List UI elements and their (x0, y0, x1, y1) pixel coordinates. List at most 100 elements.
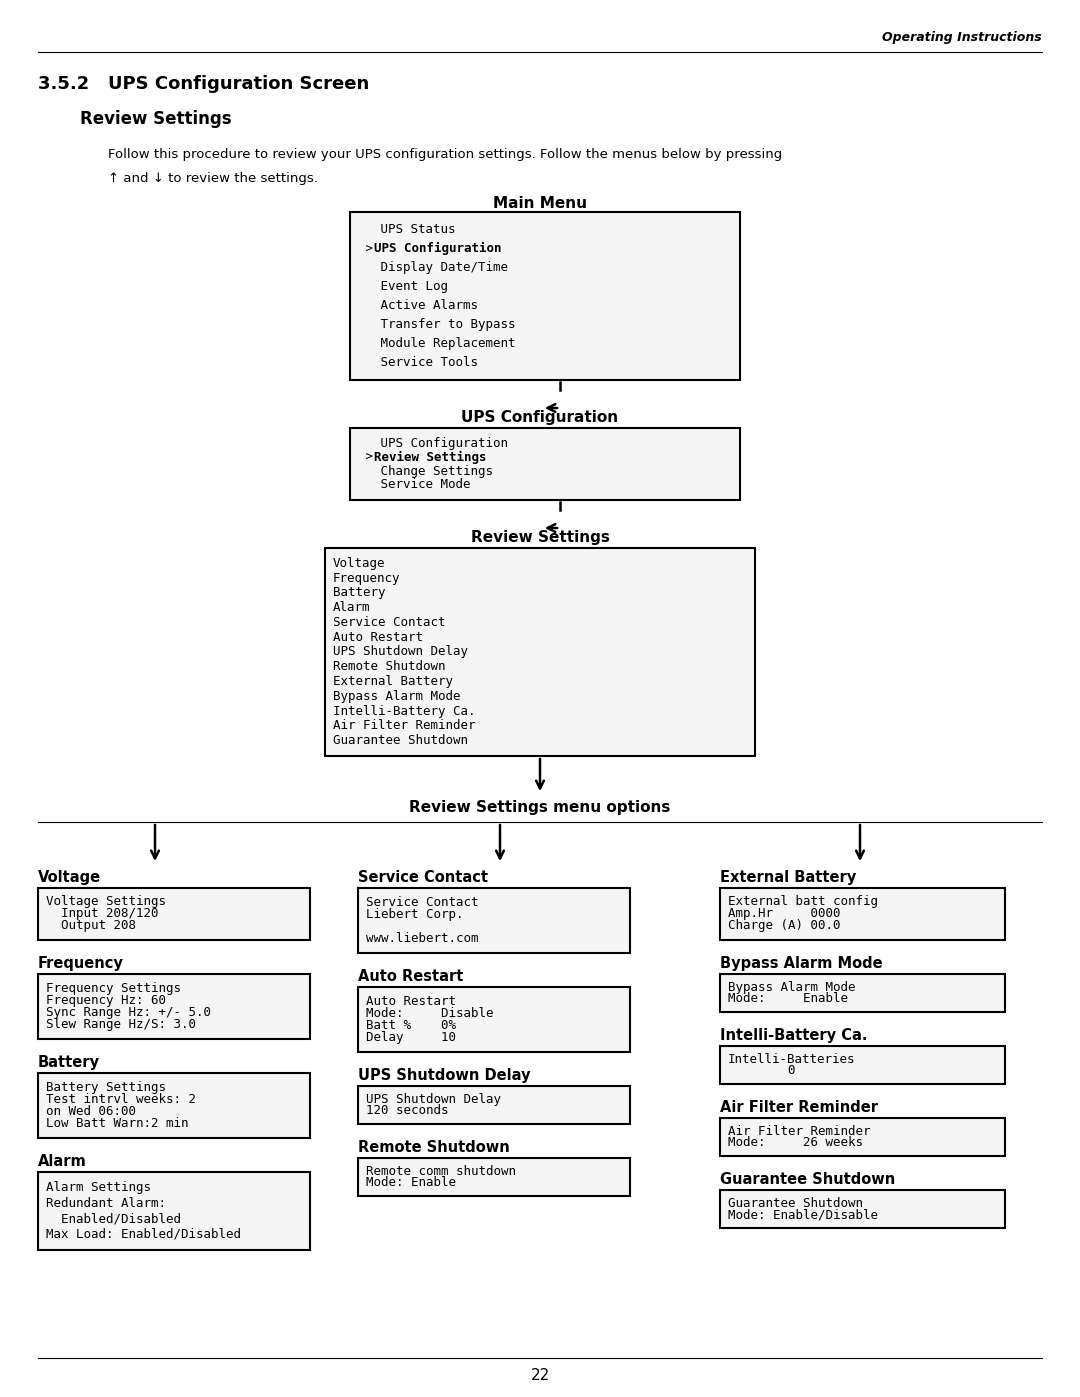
Text: Input 208/120: Input 208/120 (46, 908, 159, 921)
Bar (720, 1046, 1005, 1084)
Bar (720, 888, 1005, 940)
Text: UPS Configuration: UPS Configuration (375, 242, 502, 256)
Bar (38, 1172, 310, 1250)
Text: Change Settings: Change Settings (357, 464, 492, 478)
Text: Alarm Settings: Alarm Settings (46, 1182, 151, 1194)
Text: Guarantee Shutdown: Guarantee Shutdown (728, 1197, 863, 1210)
Text: Bypass Alarm Mode: Bypass Alarm Mode (720, 956, 882, 971)
Text: Review Settings: Review Settings (375, 450, 487, 464)
Text: Transfer to Bypass: Transfer to Bypass (357, 319, 515, 331)
Text: Test intrvl weeks: 2: Test intrvl weeks: 2 (46, 1092, 195, 1106)
Text: Frequency Settings: Frequency Settings (46, 982, 181, 995)
Text: Air Filter Reminder: Air Filter Reminder (728, 1125, 870, 1139)
Text: Battery: Battery (38, 1055, 100, 1070)
Text: UPS Configuration: UPS Configuration (357, 436, 508, 450)
Text: UPS Status: UPS Status (357, 224, 456, 236)
Text: Remote Shutdown: Remote Shutdown (357, 1140, 510, 1155)
Text: Service Contact: Service Contact (366, 895, 478, 908)
Text: Service Mode: Service Mode (357, 479, 471, 492)
Text: Auto Restart: Auto Restart (357, 970, 463, 983)
Text: Event Log: Event Log (357, 279, 448, 293)
Text: Voltage Settings: Voltage Settings (46, 895, 166, 908)
Text: Operating Instructions: Operating Instructions (882, 31, 1042, 43)
Text: External Battery: External Battery (333, 675, 453, 689)
Text: Amp.Hr     0000: Amp.Hr 0000 (728, 908, 840, 921)
Bar (38, 888, 310, 940)
Text: 0: 0 (728, 1065, 796, 1077)
Bar (720, 1190, 1005, 1228)
Text: Mode:     Disable: Mode: Disable (366, 1007, 494, 1020)
Text: Intelli-Battery Ca.: Intelli-Battery Ca. (720, 1028, 867, 1044)
Text: 3.5.2   UPS Configuration Screen: 3.5.2 UPS Configuration Screen (38, 75, 369, 94)
Text: Mode:     Enable: Mode: Enable (728, 992, 848, 1004)
Bar (357, 988, 630, 1052)
Text: Output 208: Output 208 (46, 919, 136, 933)
Text: Charge (A) 00.0: Charge (A) 00.0 (728, 919, 840, 933)
Text: Frequency: Frequency (333, 571, 401, 585)
Text: Battery: Battery (333, 587, 386, 599)
Text: Intelli-Batteries: Intelli-Batteries (728, 1053, 855, 1066)
Text: Service Contact: Service Contact (357, 870, 488, 886)
Text: Mode:     26 weeks: Mode: 26 weeks (728, 1136, 863, 1148)
Text: Frequency: Frequency (38, 956, 124, 971)
Text: Intelli-Battery Ca.: Intelli-Battery Ca. (333, 704, 475, 718)
Text: Review Settings: Review Settings (471, 529, 609, 545)
Text: Liebert Corp.: Liebert Corp. (366, 908, 463, 921)
Text: UPS Shutdown Delay: UPS Shutdown Delay (366, 1092, 501, 1106)
Text: Mode: Enable/Disable: Mode: Enable/Disable (728, 1208, 878, 1221)
Text: Service Tools: Service Tools (357, 356, 478, 369)
Bar (357, 888, 630, 953)
Text: External batt config: External batt config (728, 895, 878, 908)
Text: Review Settings menu options: Review Settings menu options (409, 800, 671, 814)
Text: Battery Settings: Battery Settings (46, 1081, 166, 1094)
Text: Auto Restart: Auto Restart (333, 630, 423, 644)
Text: Redundant Alarm:: Redundant Alarm: (46, 1197, 166, 1210)
Text: Module Replacement: Module Replacement (357, 337, 515, 351)
Text: Active Alarms: Active Alarms (357, 299, 478, 312)
Text: 120 seconds: 120 seconds (366, 1104, 448, 1118)
Bar (350, 212, 740, 380)
Text: Max Load: Enabled/Disabled: Max Load: Enabled/Disabled (46, 1228, 241, 1241)
Text: Delay     10: Delay 10 (366, 1031, 456, 1045)
Text: Alarm: Alarm (38, 1154, 86, 1169)
Text: ↑ and ↓ to review the settings.: ↑ and ↓ to review the settings. (108, 172, 318, 184)
Text: UPS Shutdown Delay: UPS Shutdown Delay (333, 645, 468, 658)
Text: Low Batt Warn:2 min: Low Batt Warn:2 min (46, 1118, 189, 1130)
Bar (720, 1118, 1005, 1155)
Text: on Wed 06:00: on Wed 06:00 (46, 1105, 136, 1118)
Bar (350, 427, 740, 500)
Text: Voltage: Voltage (38, 870, 102, 886)
Text: Slew Range Hz/S: 3.0: Slew Range Hz/S: 3.0 (46, 1018, 195, 1031)
Text: Sync Range Hz: +/- 5.0: Sync Range Hz: +/- 5.0 (46, 1006, 211, 1020)
Text: Enabled/Disabled: Enabled/Disabled (46, 1213, 181, 1225)
Bar (325, 548, 755, 756)
Text: UPS Configuration: UPS Configuration (461, 409, 619, 425)
Text: Display Date/Time: Display Date/Time (357, 261, 508, 274)
Text: Batt %    0%: Batt % 0% (366, 1020, 456, 1032)
Text: UPS Shutdown Delay: UPS Shutdown Delay (357, 1067, 530, 1083)
Bar (38, 974, 310, 1039)
Text: Air Filter Reminder: Air Filter Reminder (720, 1099, 878, 1115)
Text: Review Settings: Review Settings (80, 110, 231, 129)
Text: Mode: Enable: Mode: Enable (366, 1176, 456, 1189)
Bar (720, 974, 1005, 1011)
Text: >: > (357, 242, 380, 256)
Text: Guarantee Shutdown: Guarantee Shutdown (720, 1172, 895, 1187)
Text: Follow this procedure to review your UPS configuration settings. Follow the menu: Follow this procedure to review your UPS… (108, 148, 782, 161)
Text: Bypass Alarm Mode: Bypass Alarm Mode (333, 690, 460, 703)
Text: Frequency Hz: 60: Frequency Hz: 60 (46, 993, 166, 1007)
Text: 22: 22 (530, 1368, 550, 1383)
Text: Main Menu: Main Menu (492, 196, 588, 211)
Text: www.liebert.com: www.liebert.com (366, 932, 478, 946)
Text: Alarm: Alarm (333, 601, 370, 615)
Text: Bypass Alarm Mode: Bypass Alarm Mode (728, 981, 855, 995)
Text: >: > (357, 450, 380, 464)
Text: Voltage: Voltage (333, 557, 386, 570)
Text: Auto Restart: Auto Restart (366, 995, 456, 1007)
Text: Remote comm shutdown: Remote comm shutdown (366, 1165, 516, 1178)
Bar (38, 1073, 310, 1139)
Text: Remote Shutdown: Remote Shutdown (333, 661, 446, 673)
Bar (357, 1085, 630, 1125)
Text: Air Filter Reminder: Air Filter Reminder (333, 719, 475, 732)
Text: External Battery: External Battery (720, 870, 856, 886)
